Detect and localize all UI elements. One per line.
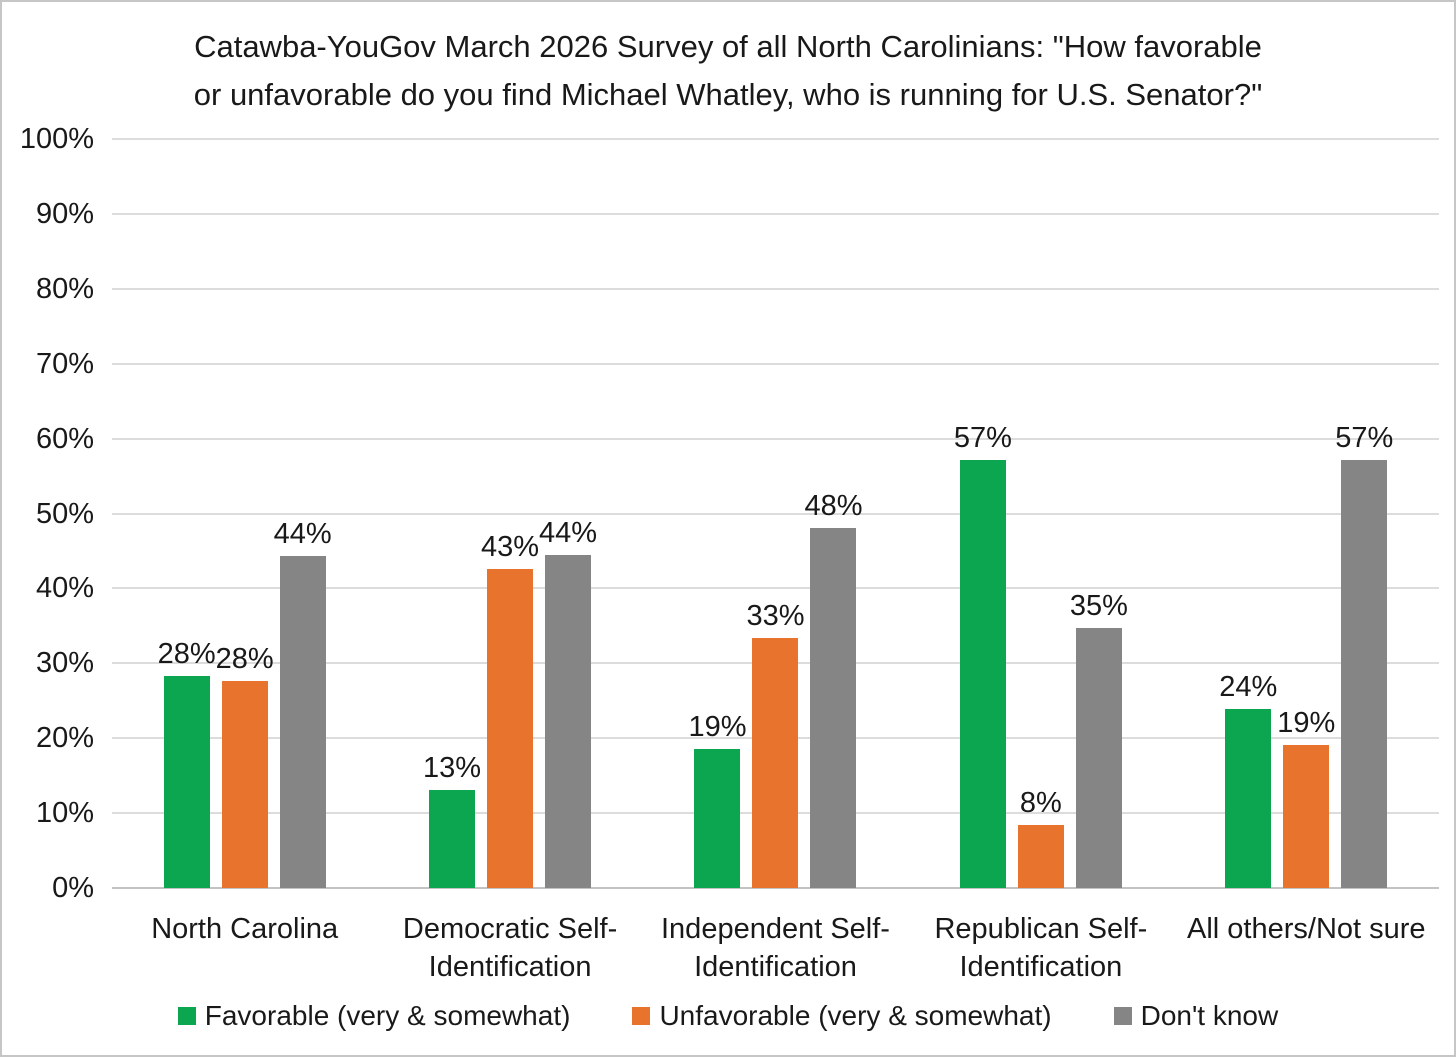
bar-group: 13% 43% 44% xyxy=(377,139,642,888)
legend-swatch-icon xyxy=(177,1007,196,1025)
bar-favorable-very-somewhat: 57% xyxy=(954,423,1012,888)
bar-don-t-know: 57% xyxy=(1335,423,1393,888)
x-axis-category-label: Republican Self-Identification xyxy=(934,913,1148,983)
gridline xyxy=(112,138,1439,140)
chart-title: Catawba-YouGov March 2026 Survey of all … xyxy=(2,23,1454,119)
legend-item: Unfavorable (very & somewhat) xyxy=(632,1000,1052,1032)
gridline xyxy=(112,287,1439,290)
y-tick-label: 40% xyxy=(35,572,94,605)
y-tick-label: 90% xyxy=(35,197,94,230)
bar-don-t-know: 44% xyxy=(274,519,332,888)
bar-value-label: 28% xyxy=(215,642,274,675)
bar-value-label: 44% xyxy=(539,517,598,550)
x-axis-category-label: North Carolina xyxy=(151,913,339,945)
y-tick-label: 100% xyxy=(19,123,94,155)
bar-group: 19% 33% 48% xyxy=(643,139,908,888)
bar-value-label: 19% xyxy=(688,710,747,743)
x-axis-category-label: All others/Not sure xyxy=(1187,913,1426,945)
bar-value-label: 33% xyxy=(746,599,805,632)
bar-value-label: 13% xyxy=(423,751,482,784)
y-tick-label: 30% xyxy=(35,647,94,680)
bar-unfavorable-very-somewhat: 33% xyxy=(746,601,805,888)
legend-swatch-icon xyxy=(1113,1007,1132,1025)
y-tick-label: 60% xyxy=(35,422,94,455)
x-axis-line xyxy=(112,887,1439,889)
bar-value-label: 28% xyxy=(157,638,216,671)
y-tick-label: 80% xyxy=(35,272,94,305)
legend-item: Favorable (very & somewhat) xyxy=(177,1000,571,1032)
bar-don-t-know: 44% xyxy=(539,518,597,888)
bar-group: 57% 8% 35% xyxy=(908,139,1173,888)
gridline xyxy=(112,512,1439,515)
bar-don-t-know: 48% xyxy=(804,491,863,888)
y-tick-label: 20% xyxy=(35,722,94,755)
bar-favorable-very-somewhat: 28% xyxy=(158,639,216,888)
bar-value-label: 19% xyxy=(1277,706,1336,739)
legend-label: Don't know xyxy=(1140,1000,1279,1031)
gridline xyxy=(112,587,1439,590)
legend-label: Favorable (very & somewhat) xyxy=(204,1000,571,1031)
bar-value-label: 35% xyxy=(1069,590,1128,623)
legend: Favorable (very & somewhat) Unfavorable (… xyxy=(2,1000,1454,1032)
bar-group: 28% 28% 44% xyxy=(112,139,377,888)
bar-group: 24% 19% 57% xyxy=(1174,139,1439,888)
x-axis-category-label: Democratic Self-Identification xyxy=(402,913,618,983)
gridline xyxy=(112,212,1439,215)
bar-don-t-know: 35% xyxy=(1070,591,1128,888)
bar-favorable-very-somewhat: 24% xyxy=(1219,672,1277,888)
bar-value-label: 8% xyxy=(1019,787,1062,820)
bar-favorable-very-somewhat: 13% xyxy=(423,753,481,888)
bar-unfavorable-very-somewhat: 28% xyxy=(216,644,274,888)
bar-unfavorable-very-somewhat: 43% xyxy=(481,532,539,888)
legend-label: Unfavorable (very & somewhat) xyxy=(659,1000,1052,1031)
bar-value-label: 44% xyxy=(273,518,332,551)
y-tick-label: 10% xyxy=(35,797,94,830)
legend-swatch-icon xyxy=(632,1007,651,1025)
y-tick-label: 70% xyxy=(35,347,94,380)
bar-value-label: 57% xyxy=(953,421,1012,454)
bar-favorable-very-somewhat: 19% xyxy=(688,712,747,888)
legend-item: Don't know xyxy=(1113,1000,1279,1032)
chart-title-line-2: or unfavorable do you find Michael Whatl… xyxy=(193,77,1263,112)
bar-unfavorable-very-somewhat: 19% xyxy=(1277,708,1335,888)
bar-value-label: 57% xyxy=(1335,421,1394,454)
bar-value-label: 43% xyxy=(481,530,540,563)
chart-title-line-1: Catawba-YouGov March 2026 Survey of all … xyxy=(194,29,1262,64)
gridline xyxy=(112,437,1439,440)
bar-unfavorable-very-somewhat: 8% xyxy=(1017,788,1064,888)
y-tick-label: 50% xyxy=(35,497,94,530)
bar-value-label: 48% xyxy=(804,489,863,522)
x-axis-category-label: Independent Self-Identification xyxy=(661,913,890,983)
y-tick-label: 0% xyxy=(52,872,94,904)
gridline xyxy=(112,362,1439,365)
bar-value-label: 24% xyxy=(1219,671,1278,703)
